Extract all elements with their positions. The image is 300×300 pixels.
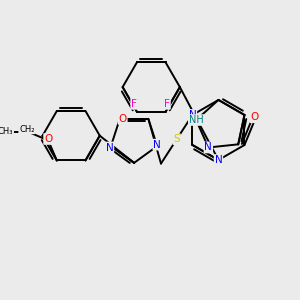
Text: N: N [106, 142, 113, 152]
Text: O: O [118, 114, 127, 124]
Text: NH: NH [189, 115, 203, 125]
Text: N: N [214, 155, 222, 165]
Text: O: O [250, 112, 259, 122]
Text: F: F [131, 99, 137, 109]
Text: F: F [164, 99, 170, 109]
Text: S: S [173, 134, 180, 144]
Text: O: O [44, 134, 52, 144]
Text: N: N [189, 110, 196, 120]
Text: CH₃: CH₃ [0, 128, 13, 136]
Text: N: N [153, 140, 161, 150]
Text: CH₂: CH₂ [19, 124, 34, 134]
Text: N: N [205, 142, 212, 152]
